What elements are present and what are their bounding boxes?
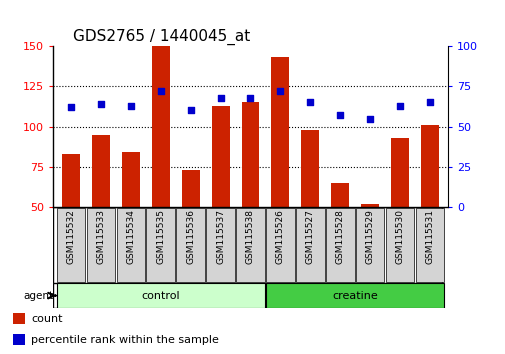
Bar bbox=[361, 204, 378, 207]
Point bbox=[276, 88, 284, 94]
Point bbox=[246, 95, 254, 101]
Text: GSM115528: GSM115528 bbox=[335, 209, 344, 264]
FancyBboxPatch shape bbox=[57, 208, 85, 282]
Bar bbox=[62, 154, 80, 207]
Bar bbox=[13, 335, 25, 346]
Bar bbox=[122, 152, 139, 207]
FancyBboxPatch shape bbox=[86, 208, 115, 282]
FancyBboxPatch shape bbox=[266, 208, 294, 282]
FancyBboxPatch shape bbox=[146, 208, 175, 282]
Bar bbox=[241, 102, 259, 207]
FancyBboxPatch shape bbox=[325, 208, 354, 282]
FancyBboxPatch shape bbox=[57, 283, 264, 308]
Bar bbox=[211, 105, 229, 207]
FancyBboxPatch shape bbox=[415, 208, 443, 282]
FancyBboxPatch shape bbox=[355, 208, 384, 282]
Text: GSM115530: GSM115530 bbox=[395, 209, 403, 264]
Point bbox=[365, 116, 373, 121]
Text: percentile rank within the sample: percentile rank within the sample bbox=[31, 335, 219, 345]
Bar bbox=[420, 125, 438, 207]
Text: GSM115529: GSM115529 bbox=[365, 209, 374, 264]
Bar bbox=[92, 135, 110, 207]
Point bbox=[216, 95, 224, 101]
FancyBboxPatch shape bbox=[295, 208, 324, 282]
Point bbox=[395, 103, 403, 108]
Text: count: count bbox=[31, 314, 63, 324]
Text: GSM115531: GSM115531 bbox=[425, 209, 433, 264]
Point bbox=[186, 108, 194, 113]
Text: GSM115535: GSM115535 bbox=[156, 209, 165, 264]
Text: control: control bbox=[141, 291, 180, 301]
Point bbox=[335, 113, 343, 118]
Bar bbox=[300, 130, 319, 207]
Bar bbox=[13, 313, 25, 324]
Point bbox=[306, 99, 314, 105]
Bar bbox=[390, 138, 408, 207]
Text: agent: agent bbox=[24, 291, 54, 301]
Text: GSM115534: GSM115534 bbox=[126, 209, 135, 264]
FancyBboxPatch shape bbox=[116, 208, 145, 282]
Bar bbox=[331, 183, 348, 207]
Text: GSM115537: GSM115537 bbox=[216, 209, 225, 264]
Point bbox=[127, 103, 135, 108]
Text: creatine: creatine bbox=[332, 291, 377, 301]
FancyBboxPatch shape bbox=[176, 208, 205, 282]
Point bbox=[425, 99, 433, 105]
Text: GSM115526: GSM115526 bbox=[275, 209, 284, 264]
FancyBboxPatch shape bbox=[236, 208, 264, 282]
Bar bbox=[152, 46, 169, 207]
Bar bbox=[181, 170, 199, 207]
Text: GDS2765 / 1440045_at: GDS2765 / 1440045_at bbox=[73, 28, 249, 45]
Text: GSM115536: GSM115536 bbox=[186, 209, 195, 264]
FancyBboxPatch shape bbox=[206, 208, 234, 282]
FancyBboxPatch shape bbox=[385, 208, 414, 282]
Point bbox=[97, 101, 105, 107]
Point bbox=[67, 104, 75, 110]
Text: GSM115527: GSM115527 bbox=[305, 209, 314, 264]
Text: GSM115532: GSM115532 bbox=[67, 209, 75, 264]
Text: GSM115533: GSM115533 bbox=[96, 209, 105, 264]
Bar bbox=[271, 57, 289, 207]
Point bbox=[157, 88, 165, 94]
FancyBboxPatch shape bbox=[266, 283, 443, 308]
Text: GSM115538: GSM115538 bbox=[245, 209, 255, 264]
